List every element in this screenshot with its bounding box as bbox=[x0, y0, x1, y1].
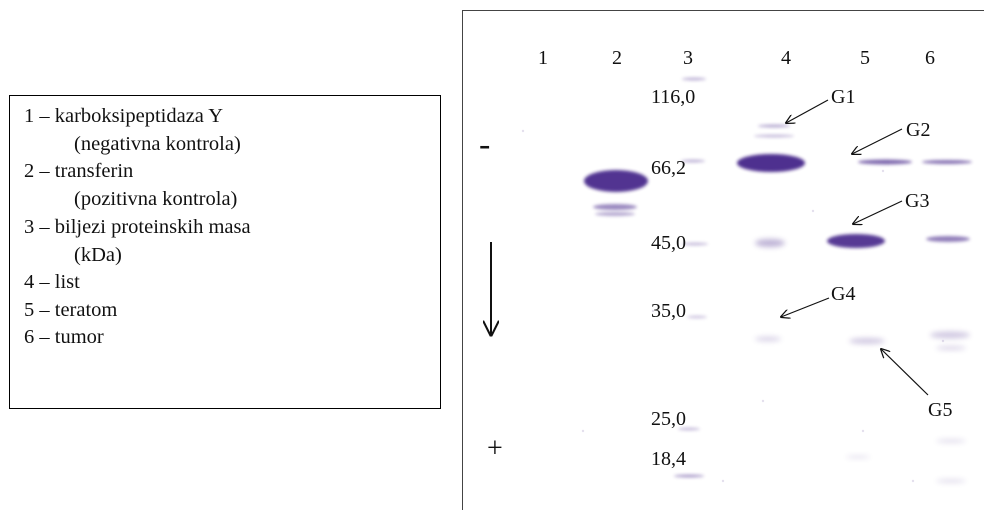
legend-item: 6 – tumor bbox=[24, 326, 104, 348]
anode-plus-sign: + bbox=[487, 433, 503, 464]
gel-speck bbox=[581, 429, 585, 433]
gel-speck bbox=[911, 479, 915, 483]
protein-band bbox=[827, 234, 885, 248]
glycoprotein-label: G5 bbox=[928, 399, 952, 421]
gel-speck bbox=[521, 129, 525, 133]
marker-label: 25,0 bbox=[651, 408, 686, 430]
protein-band bbox=[584, 170, 648, 192]
protein-band bbox=[849, 338, 885, 344]
marker-label: 18,4 bbox=[651, 448, 686, 470]
legend-item: (negativna kontrola) bbox=[74, 133, 241, 155]
protein-band bbox=[926, 236, 970, 242]
glycoprotein-label: G2 bbox=[906, 119, 930, 141]
callout-arrow bbox=[852, 128, 903, 154]
glycoprotein-label: G3 bbox=[905, 190, 929, 212]
gel-speck bbox=[651, 309, 655, 313]
protein-band bbox=[858, 159, 912, 165]
legend-item: 2 – transferin bbox=[24, 160, 134, 182]
protein-band bbox=[755, 336, 781, 342]
protein-band bbox=[754, 134, 794, 138]
gel-speck bbox=[941, 339, 945, 343]
lane-legend: 1 – karboksipeptidaza Y (negativna kontro… bbox=[9, 95, 441, 409]
protein-band bbox=[936, 439, 966, 443]
protein-band bbox=[936, 346, 966, 350]
callout-arrow bbox=[881, 349, 929, 396]
protein-band bbox=[930, 331, 970, 339]
legend-item: 4 – list bbox=[24, 271, 80, 293]
gel-speck bbox=[861, 429, 865, 433]
marker-label: 35,0 bbox=[651, 300, 686, 322]
protein-band bbox=[682, 242, 708, 246]
legend-item: 1 – karboksipeptidaza Y bbox=[24, 105, 224, 127]
protein-band bbox=[593, 204, 637, 210]
callout-arrow bbox=[853, 200, 903, 224]
lane-label: 6 bbox=[925, 47, 935, 69]
legend-item: 3 – biljezi proteinskih masa bbox=[24, 216, 251, 238]
marker-label: 45,0 bbox=[651, 232, 686, 254]
protein-band bbox=[755, 239, 785, 247]
lane-label: 3 bbox=[683, 47, 693, 69]
protein-band bbox=[678, 427, 700, 431]
cathode-minus-sign: - bbox=[479, 126, 490, 163]
protein-band bbox=[758, 124, 790, 128]
gel-image: 1 2 3 4 5 6 116,0 66,2 45,0 35,0 25,0 18,4 G1 G2 G3 G4 G… bbox=[479, 47, 972, 483]
callout-arrow bbox=[786, 99, 829, 123]
callout-arrow bbox=[781, 297, 830, 317]
glycoprotein-label: G4 bbox=[831, 283, 855, 305]
legend-item: 5 – teratom bbox=[24, 299, 118, 321]
legend-item: (pozitivna kontrola) bbox=[74, 188, 238, 210]
protein-band bbox=[936, 479, 966, 483]
lane-label: 1 bbox=[538, 47, 548, 69]
marker-label: 116,0 bbox=[651, 86, 695, 108]
protein-band bbox=[737, 154, 805, 172]
gel-speck bbox=[811, 209, 815, 213]
protein-band bbox=[682, 77, 706, 81]
gel-speck bbox=[761, 399, 765, 403]
lane-label: 4 bbox=[781, 47, 791, 69]
legend-item: (kDa) bbox=[74, 244, 122, 266]
protein-band bbox=[674, 474, 704, 478]
lane-label: 2 bbox=[612, 47, 622, 69]
marker-label: 66,2 bbox=[651, 157, 686, 179]
protein-band bbox=[846, 455, 870, 459]
lane-label: 5 bbox=[860, 47, 870, 69]
protein-band bbox=[922, 160, 972, 164]
protein-band bbox=[687, 315, 707, 319]
protein-band bbox=[595, 212, 635, 216]
glycoprotein-label: G1 bbox=[831, 86, 855, 108]
gel-panel: 1 2 3 4 5 6 116,0 66,2 45,0 35,0 25,0 18,4 G1 G2 G3 G4 G… bbox=[462, 10, 984, 510]
protein-band bbox=[681, 159, 705, 163]
gel-speck bbox=[881, 169, 885, 173]
gel-speck bbox=[721, 479, 725, 483]
